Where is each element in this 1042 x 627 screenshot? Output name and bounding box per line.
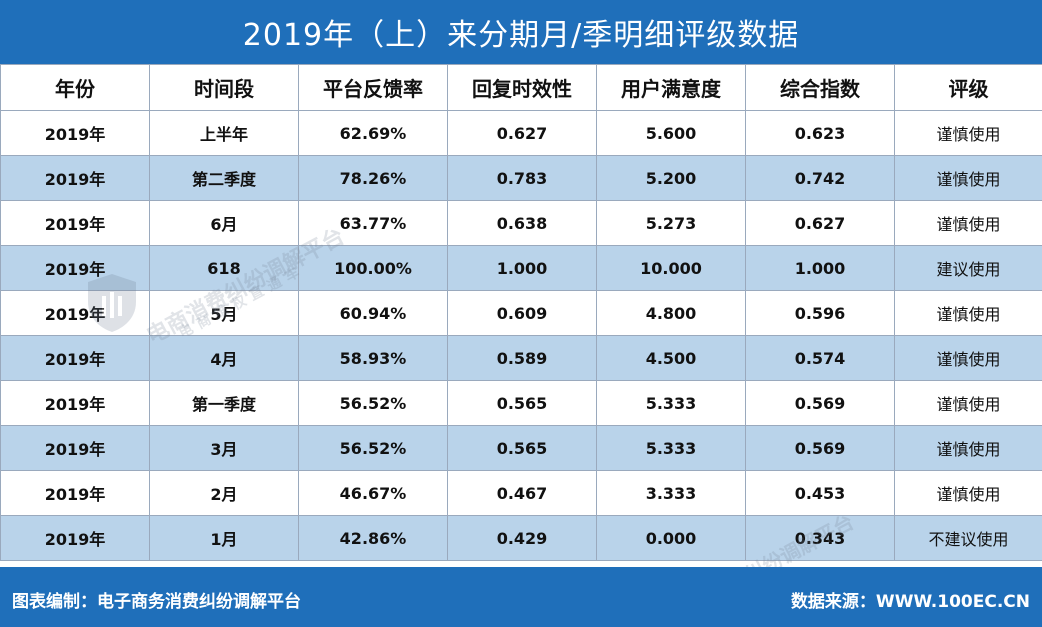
table-row: 2019年 3月 56.52% 0.565 5.333 0.569 谨慎使用	[0, 425, 1042, 471]
table-cell: 1月	[149, 515, 299, 561]
table-cell: 2019年	[0, 155, 150, 201]
table-cell: 63.77%	[298, 200, 448, 246]
column-header: 平台反馈率	[298, 64, 448, 111]
table-cell: 0.574	[745, 335, 895, 381]
table-cell: 0.569	[745, 380, 895, 426]
table-cell: 0.343	[745, 515, 895, 561]
table-cell: 0.000	[596, 515, 746, 561]
table-cell: 0.623	[745, 110, 895, 156]
table-row: 2019年 5月 60.94% 0.609 4.800 0.596 谨慎使用	[0, 290, 1042, 336]
table-cell: 46.67%	[298, 470, 448, 516]
table-cell: 3月	[149, 425, 299, 471]
rating-table-container: 年份 时间段 平台反馈率 回复时效性 用户满意度 综合指数 评级 2019年 上半年 62.69…	[0, 64, 1042, 564]
table-row: 2019年 1月 42.86% 0.429 0.000 0.343 不建议使用	[0, 515, 1042, 561]
table-cell: 0.627	[447, 110, 597, 156]
table-cell: 1.000	[447, 245, 597, 291]
table-cell: 2月	[149, 470, 299, 516]
table-cell: 2019年	[0, 515, 150, 561]
table-cell: 62.69%	[298, 110, 448, 156]
table-cell: 5.333	[596, 425, 746, 471]
table-cell: 2019年	[0, 425, 150, 471]
table-cell: 谨慎使用	[894, 335, 1042, 381]
table-cell: 谨慎使用	[894, 200, 1042, 246]
table-cell: 谨慎使用	[894, 425, 1042, 471]
table-cell: 6月	[149, 200, 299, 246]
table-cell: 0.565	[447, 380, 597, 426]
column-header: 评级	[894, 64, 1042, 111]
table-cell: 56.52%	[298, 380, 448, 426]
table-cell: 谨慎使用	[894, 380, 1042, 426]
table-cell: 谨慎使用	[894, 290, 1042, 336]
column-header: 用户满意度	[596, 64, 746, 111]
table-cell: 5月	[149, 290, 299, 336]
table-cell: 4.800	[596, 290, 746, 336]
table-cell: 0.596	[745, 290, 895, 336]
table-cell: 0.627	[745, 200, 895, 246]
table-cell: 建议使用	[894, 245, 1042, 291]
table-body: 2019年 上半年 62.69% 0.627 5.600 0.623 谨慎使用 2019年 第二…	[0, 110, 1042, 561]
table-cell: 谨慎使用	[894, 110, 1042, 156]
table-cell: 5.200	[596, 155, 746, 201]
table-row: 2019年 第二季度 78.26% 0.783 5.200 0.742 谨慎使用	[0, 155, 1042, 201]
footer-bar: 图表编制：电子商务消费纠纷调解平台 数据来源：WWW.100EC.CN	[0, 567, 1042, 627]
table-cell: 0.742	[745, 155, 895, 201]
footer-source: 数据来源：WWW.100EC.CN	[790, 592, 1030, 612]
table-cell: 100.00%	[298, 245, 448, 291]
table-cell: 56.52%	[298, 425, 448, 471]
table-cell: 2019年	[0, 380, 150, 426]
table-cell: 上半年	[149, 110, 299, 156]
table-row: 2019年 4月 58.93% 0.589 4.500 0.574 谨慎使用	[0, 335, 1042, 381]
table-cell: 谨慎使用	[894, 155, 1042, 201]
footer-credit: 图表编制：电子商务消费纠纷调解平台	[12, 592, 301, 612]
table-cell: 不建议使用	[894, 515, 1042, 561]
table-cell: 5.273	[596, 200, 746, 246]
table-cell: 4.500	[596, 335, 746, 381]
table-cell: 618	[149, 245, 299, 291]
table-row: 2019年 6月 63.77% 0.638 5.273 0.627 谨慎使用	[0, 200, 1042, 246]
table-cell: 2019年	[0, 470, 150, 516]
table-cell: 0.638	[447, 200, 597, 246]
table-cell: 0.453	[745, 470, 895, 516]
table-cell: 1.000	[745, 245, 895, 291]
table-row: 2019年 2月 46.67% 0.467 3.333 0.453 谨慎使用	[0, 470, 1042, 516]
table-cell: 42.86%	[298, 515, 448, 561]
table-cell: 4月	[149, 335, 299, 381]
table-cell: 60.94%	[298, 290, 448, 336]
table-cell: 0.569	[745, 425, 895, 471]
table-cell: 2019年	[0, 245, 150, 291]
table-cell: 0.467	[447, 470, 597, 516]
table-cell: 10.000	[596, 245, 746, 291]
column-header: 年份	[0, 64, 150, 111]
rating-table: 年份 时间段 平台反馈率 回复时效性 用户满意度 综合指数 评级 2019年 上半年 62.69…	[0, 64, 1042, 561]
table-cell: 0.589	[447, 335, 597, 381]
table-cell: 2019年	[0, 335, 150, 381]
table-cell: 2019年	[0, 110, 150, 156]
table-cell: 0.609	[447, 290, 597, 336]
table-row: 2019年 第一季度 56.52% 0.565 5.333 0.569 谨慎使用	[0, 380, 1042, 426]
table-cell: 2019年	[0, 290, 150, 336]
table-cell: 第一季度	[149, 380, 299, 426]
column-header: 回复时效性	[447, 64, 597, 111]
table-cell: 2019年	[0, 200, 150, 246]
table-row: 2019年 618 100.00% 1.000 10.000 1.000 建议使用	[0, 245, 1042, 291]
page-title: 2019年（上）来分期月/季明细评级数据	[0, 0, 1042, 64]
table-cell: 58.93%	[298, 335, 448, 381]
column-header: 综合指数	[745, 64, 895, 111]
table-cell: 0.429	[447, 515, 597, 561]
table-cell: 5.600	[596, 110, 746, 156]
column-header: 时间段	[149, 64, 299, 111]
table-cell: 78.26%	[298, 155, 448, 201]
table-cell: 3.333	[596, 470, 746, 516]
table-header-row: 年份 时间段 平台反馈率 回复时效性 用户满意度 综合指数 评级	[0, 64, 1042, 111]
table-cell: 第二季度	[149, 155, 299, 201]
table-cell: 谨慎使用	[894, 470, 1042, 516]
table-cell: 0.783	[447, 155, 597, 201]
table-cell: 5.333	[596, 380, 746, 426]
table-cell: 0.565	[447, 425, 597, 471]
table-row: 2019年 上半年 62.69% 0.627 5.600 0.623 谨慎使用	[0, 110, 1042, 156]
